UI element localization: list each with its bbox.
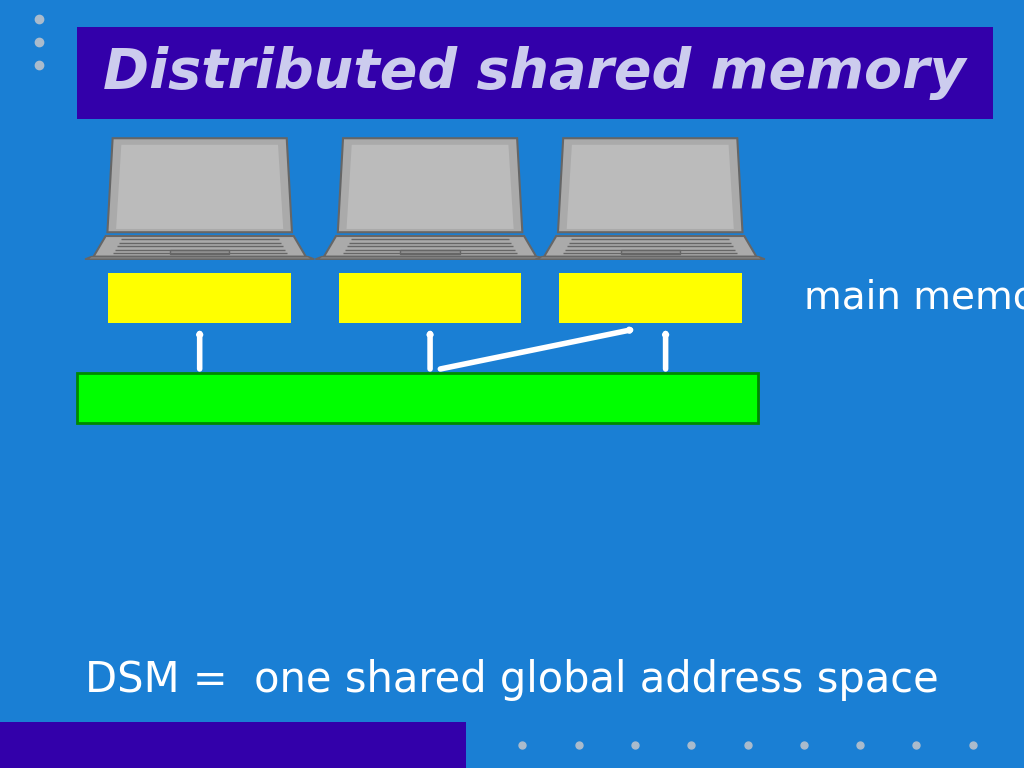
Text: DSM =  one shared global address space: DSM = one shared global address space [85, 659, 939, 700]
Polygon shape [324, 236, 537, 257]
Bar [339, 273, 521, 323]
Polygon shape [93, 236, 306, 257]
Polygon shape [116, 144, 284, 229]
Bar [170, 250, 229, 254]
Polygon shape [85, 257, 314, 259]
Polygon shape [108, 138, 292, 232]
Bar [109, 273, 291, 323]
Text: main memories: main memories [804, 279, 1024, 317]
Polygon shape [566, 144, 734, 229]
Bar [0, 722, 466, 768]
Bar [559, 273, 741, 323]
Bar [621, 250, 680, 254]
Text: Distributed shared memory: Distributed shared memory [103, 46, 966, 100]
Polygon shape [346, 144, 514, 229]
Polygon shape [544, 236, 757, 257]
Bar [77, 27, 993, 119]
Polygon shape [558, 138, 742, 232]
Bar [400, 250, 460, 254]
Polygon shape [315, 257, 545, 259]
Bar [77, 372, 758, 422]
Polygon shape [536, 257, 765, 259]
Polygon shape [338, 138, 522, 232]
